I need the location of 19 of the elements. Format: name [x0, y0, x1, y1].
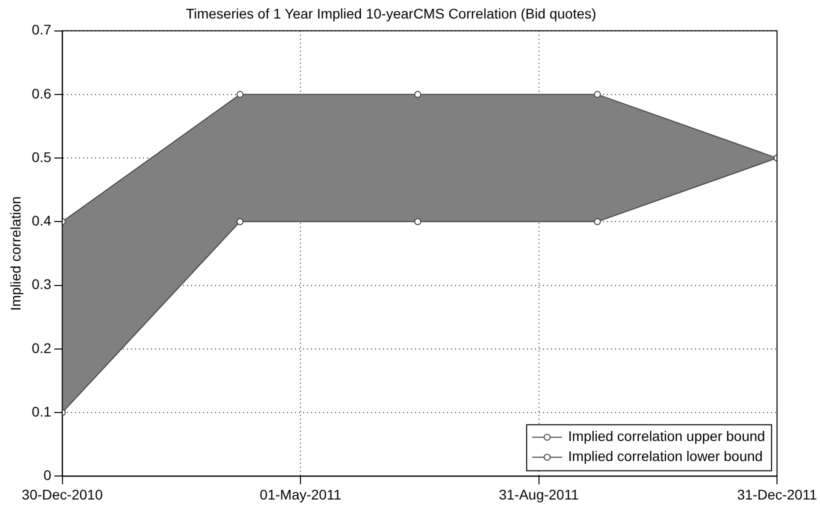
x-tick-label: 01-May-2011 — [260, 486, 342, 502]
y-tick-label: 0.6 — [32, 85, 52, 102]
x-tick-label: 31-Aug-2011 — [498, 486, 579, 502]
x-tick-label: 31-Dec-2011 — [737, 486, 818, 502]
y-tick-label: 0.5 — [32, 148, 52, 165]
legend-label: Implied correlation upper bound — [568, 428, 766, 444]
y-tick-label: 0.2 — [32, 340, 52, 356]
y-tick-label: 0.3 — [32, 276, 52, 292]
y-tick-label: 0.7 — [32, 22, 52, 38]
y-tick-label: 0 — [43, 467, 52, 484]
y-axis-title: Implied correlation — [7, 196, 24, 311]
point — [594, 218, 601, 226]
point — [414, 218, 422, 226]
x-tick-label: 30-Dec-2010 — [22, 486, 103, 502]
legend-label: Implied correlation lower bound — [568, 448, 763, 464]
y-tick-label: 0.4 — [32, 212, 52, 229]
point — [236, 218, 244, 226]
chart-title: Timeseries of 1 Year Implied 10-yearCMS Correlation (Bid quotes) — [186, 5, 596, 22]
y-tick-label: 0.1 — [32, 403, 52, 420]
